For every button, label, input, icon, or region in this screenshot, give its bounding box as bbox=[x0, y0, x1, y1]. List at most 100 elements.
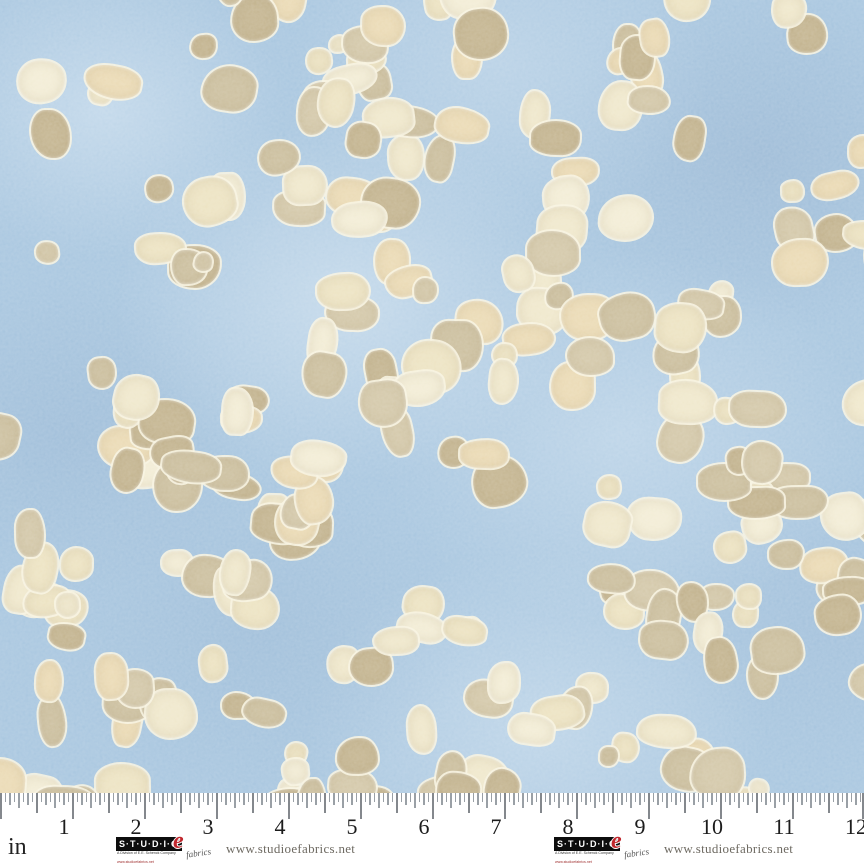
ruler-tick bbox=[108, 793, 110, 813]
ruler-tick bbox=[801, 793, 803, 805]
studio-e-logo-right: S·T·U·D·I·O e fabrics A Division of E.E. Sc… bbox=[554, 829, 793, 864]
ruler-tick bbox=[409, 793, 411, 802]
ruler-tick bbox=[661, 793, 663, 802]
ruler-tick bbox=[562, 793, 564, 802]
ruler-tick bbox=[571, 793, 573, 802]
ruler-tick bbox=[396, 793, 398, 813]
ruler-tick bbox=[517, 793, 519, 802]
ruler-tick bbox=[378, 793, 380, 808]
ruler-tick bbox=[859, 793, 861, 802]
ruler-tick bbox=[612, 793, 614, 813]
logo-subtext-line2: www.studioefabrics.net bbox=[117, 860, 154, 864]
pattern-blob bbox=[197, 644, 229, 683]
ruler-tick bbox=[819, 793, 821, 805]
ruler-tick bbox=[445, 793, 447, 802]
ruler-tick bbox=[283, 793, 285, 802]
ruler-tick bbox=[441, 793, 443, 805]
ruler-tick bbox=[252, 793, 254, 813]
pattern-blob bbox=[37, 694, 68, 747]
ruler-tick bbox=[369, 793, 371, 805]
ruler-tick bbox=[355, 793, 357, 802]
ruler-tick bbox=[432, 793, 434, 819]
ruler-tick bbox=[36, 793, 38, 813]
ruler-number: 12 bbox=[845, 814, 864, 839]
logo-fabrics-script: fabrics bbox=[623, 846, 650, 860]
ruler-number: 11 bbox=[773, 814, 795, 839]
studio-e-logo-mark: S·T·U·D·I·O e fabrics A Division of E.E. Sc… bbox=[116, 829, 214, 864]
ruler-tick bbox=[243, 793, 245, 805]
ruler-tick bbox=[391, 793, 393, 802]
pattern-blob bbox=[60, 547, 92, 581]
pattern-blob bbox=[316, 273, 369, 310]
pattern-blob bbox=[847, 661, 864, 704]
ruler-tick bbox=[225, 793, 227, 805]
pattern-blob bbox=[94, 653, 128, 700]
logo-subtext-line2: www.studioefabrics.net bbox=[555, 860, 592, 864]
pattern-blob bbox=[712, 530, 748, 564]
ruler-tick bbox=[666, 793, 668, 808]
pattern-blob bbox=[599, 746, 619, 767]
pattern-blob bbox=[34, 660, 63, 702]
ruler-tick bbox=[639, 793, 641, 805]
ruler-tick bbox=[76, 793, 78, 802]
ruler-tick bbox=[144, 793, 146, 819]
ruler-tick bbox=[634, 793, 636, 802]
ruler-tick bbox=[526, 793, 528, 802]
pattern-blob bbox=[637, 714, 696, 748]
ruler-tick bbox=[567, 793, 569, 805]
ruler-tick bbox=[535, 793, 537, 802]
ruler-tick bbox=[828, 793, 830, 813]
ruler-tick bbox=[346, 793, 348, 802]
ruler-tick bbox=[247, 793, 249, 802]
pattern-blob bbox=[840, 377, 864, 429]
ruler-tick bbox=[504, 793, 506, 819]
ruler-number: 10 bbox=[701, 814, 723, 839]
ruler-tick bbox=[643, 793, 645, 802]
studio-e-logo-left: S·T·U·D·I·O e fabrics A Division of E.E. Sc… bbox=[116, 829, 355, 864]
ruler-tick bbox=[760, 793, 762, 802]
ruler-number: 6 bbox=[418, 814, 430, 839]
ruler-tick bbox=[436, 793, 438, 802]
ruler-tick bbox=[751, 793, 753, 802]
ruler-tick bbox=[862, 793, 864, 819]
ruler-tick bbox=[279, 793, 281, 805]
ruler-tick bbox=[81, 793, 83, 805]
logo-subtext-line1: A Division of E.E. Schenck Company bbox=[555, 851, 614, 856]
pattern-blob bbox=[526, 230, 580, 276]
pattern-blob bbox=[373, 627, 419, 656]
ruler-tick bbox=[117, 793, 119, 805]
ruler-tick bbox=[112, 793, 114, 802]
pattern-blob bbox=[489, 662, 520, 702]
pattern-blob bbox=[749, 624, 807, 677]
ruler-tick bbox=[783, 793, 785, 805]
ruler-tick bbox=[22, 793, 24, 802]
pattern-blob bbox=[0, 756, 27, 793]
ruler-tick bbox=[202, 793, 204, 802]
ruler-tick bbox=[841, 793, 843, 802]
ruler-tick bbox=[364, 793, 366, 802]
ruler-tick bbox=[333, 793, 335, 805]
ruler-tick bbox=[40, 793, 42, 802]
ruler-tick bbox=[846, 793, 848, 808]
pattern-blob bbox=[782, 180, 804, 201]
ruler-tick bbox=[463, 793, 465, 802]
ruler-tick bbox=[688, 793, 690, 802]
ruler-tick bbox=[67, 793, 69, 802]
ruler-tick bbox=[256, 793, 258, 802]
ruler-tick bbox=[382, 793, 384, 802]
ruler-tick bbox=[418, 793, 420, 802]
ruler-tick bbox=[670, 793, 672, 802]
ruler-tick bbox=[598, 793, 600, 802]
ruler-number: 3 bbox=[202, 814, 214, 839]
pattern-blob bbox=[749, 778, 769, 793]
ruler-tick bbox=[387, 793, 389, 805]
logo-subtext: A Division of E.E. Schenck Company www.st… bbox=[555, 851, 625, 864]
pattern-blob bbox=[487, 358, 519, 404]
pattern-blob bbox=[336, 737, 379, 776]
ruler-tick bbox=[153, 793, 155, 805]
ruler-tick bbox=[427, 793, 429, 802]
ruler-tick bbox=[468, 793, 470, 813]
ruler-tick bbox=[400, 793, 402, 802]
pattern-blob bbox=[736, 584, 761, 609]
ruler-tick bbox=[630, 793, 632, 808]
